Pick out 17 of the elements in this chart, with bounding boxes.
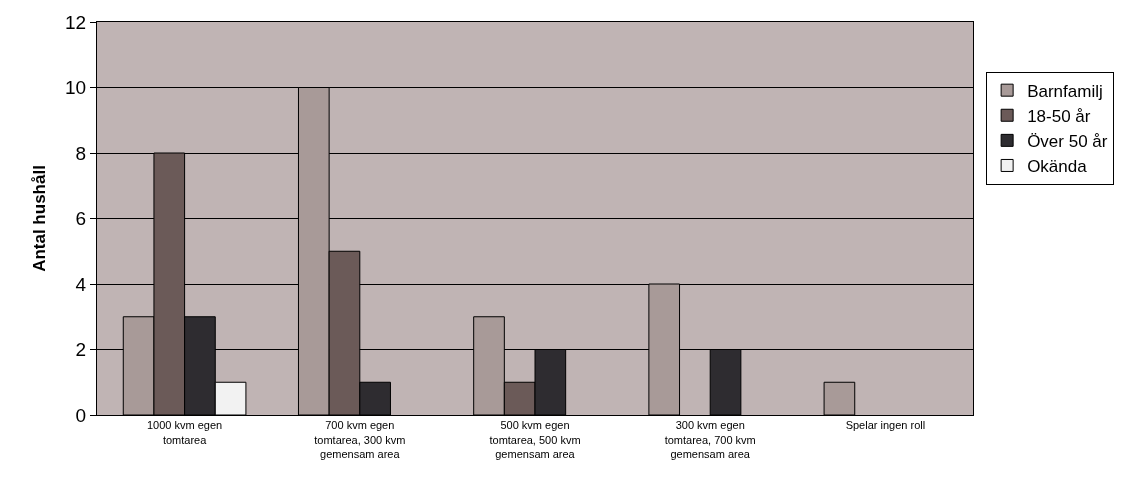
x-tick-label: 300 kvm egen tomtarea, 700 kvm gemensam area (664, 419, 756, 460)
y-axis-title: Antal hushåll (29, 165, 49, 272)
legend-label: 18-50 år (1027, 106, 1091, 126)
x-tick-label: 700 kvm egen tomtarea, 300 kvm gemensam area (314, 419, 406, 460)
x-tick-label: 500 kvm egen tomtarea, 500 kvm gemensam area (489, 419, 581, 460)
legend-label: Okända (1027, 157, 1088, 177)
legend-label: Över 50 år (1027, 131, 1108, 151)
y-tick-label: 10 (65, 77, 87, 99)
y-tick-label: 2 (75, 339, 87, 361)
x-tick-label: Spelar ingen roll (845, 419, 926, 432)
x-tick-label: 1000 kvm egen tomtarea (146, 419, 223, 446)
y-tick-label: 4 (75, 273, 87, 295)
y-tick-label: 8 (75, 142, 87, 164)
legend-label: Barnfamilj (1027, 81, 1103, 101)
y-tick-label: 6 (75, 208, 87, 230)
y-tick-label: 0 (75, 404, 87, 426)
y-tick-label: 12 (65, 11, 87, 33)
